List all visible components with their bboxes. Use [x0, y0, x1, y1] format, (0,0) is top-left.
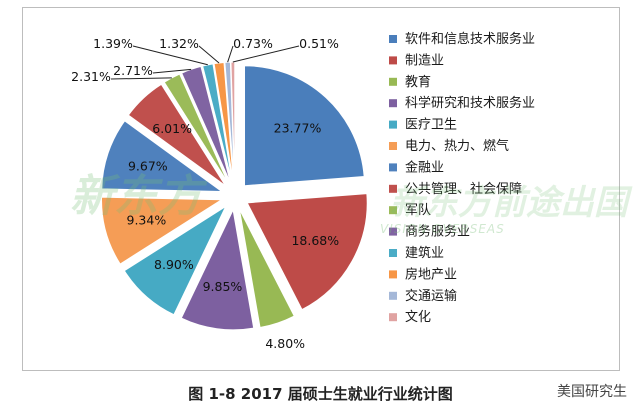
- pie-slice: [180, 65, 231, 183]
- source-stamp: 美国研究生: [557, 384, 627, 400]
- legend-label: 公共管理、社会保障: [405, 181, 522, 197]
- leader-line: [232, 45, 300, 63]
- slice-label: 8.90%: [154, 257, 194, 272]
- legend-label: 科学研究和技术服务业: [405, 95, 535, 111]
- legend-label: 交通运输: [405, 288, 457, 304]
- pie-slice: [101, 196, 224, 265]
- legend-swatch: [389, 270, 397, 279]
- legend-swatch: [389, 249, 397, 257]
- legend-label: 软件和信息技术服务业: [405, 31, 535, 47]
- pie-slice: [246, 193, 368, 311]
- pie-slice: [238, 209, 295, 329]
- legend-swatch: [389, 227, 397, 236]
- watermark-right: 新东方前途出国: [390, 183, 628, 223]
- legend-swatch: [389, 77, 397, 86]
- legend-label: 建筑业: [405, 245, 444, 261]
- leader-line: [110, 77, 172, 80]
- legend-label: 电力、热力、燃气: [405, 138, 509, 154]
- pie-slice: [202, 63, 233, 183]
- pie-slice: [101, 120, 224, 193]
- pie-slice: [244, 65, 365, 187]
- pie-slice: [180, 208, 255, 331]
- legend-swatch: [389, 313, 397, 322]
- leader-line: [227, 45, 234, 63]
- slice-label: 23.77%: [274, 120, 322, 135]
- chart-frame: 23.77% 18.68% 4.80% 9.85% 8.90% 9.34% 9.67% 6.0…: [22, 7, 620, 371]
- slice-label: 2.31%: [71, 69, 111, 84]
- legend-swatch: [389, 56, 397, 65]
- pie-slice: [123, 205, 227, 316]
- legend-label: 文化: [405, 310, 431, 325]
- slice-label: 18.68%: [291, 233, 339, 248]
- leader-line: [152, 68, 192, 74]
- legend-label: 房地产业: [405, 266, 457, 282]
- leader-line: [198, 45, 220, 64]
- legend-label: 教育: [405, 74, 431, 90]
- slice-label: 9.67%: [128, 159, 168, 174]
- slice-label: 1.39%: [93, 36, 133, 51]
- legend-swatch: [389, 184, 397, 193]
- slice-label: 2.71%: [113, 63, 153, 78]
- pie-chart: 23.77% 18.68% 4.80% 9.85% 8.90% 9.34% 9.67% 6.0…: [71, 31, 535, 351]
- legend-swatch: [389, 120, 397, 129]
- legend-swatch: [389, 35, 397, 43]
- legend-label: 制造业: [405, 53, 444, 68]
- legend-label: 商务服务业: [405, 224, 470, 240]
- watermark-right-sub: VISION OVERSEAS: [380, 222, 505, 236]
- slice-label: 1.32%: [159, 36, 199, 51]
- slice-label: 9.34%: [127, 213, 167, 228]
- slice-label: 0.73%: [233, 36, 273, 51]
- legend-swatch: [389, 99, 397, 108]
- watermark-left: 新东方: [70, 171, 202, 222]
- leader-line: [132, 45, 208, 66]
- pie-slice: [127, 83, 226, 187]
- legend-swatch: [389, 206, 397, 215]
- legend-swatch: [389, 163, 397, 172]
- legend-swatch: [389, 142, 397, 150]
- legend-label: 医疗卫生: [405, 118, 457, 133]
- slice-label: 6.01%: [152, 121, 192, 136]
- pie-slice: [163, 73, 229, 184]
- pie-slice: [213, 61, 234, 183]
- slice-label: 0.51%: [299, 36, 339, 51]
- slice-label: 9.85%: [203, 279, 243, 294]
- legend-label: 军队: [405, 203, 431, 218]
- slice-label: 4.80%: [265, 336, 305, 351]
- figure-caption: 图 1-8 2017 届硕士生就业行业统计图: [188, 385, 453, 403]
- legend-swatch: [389, 291, 397, 300]
- legend-label: 金融业: [405, 159, 444, 175]
